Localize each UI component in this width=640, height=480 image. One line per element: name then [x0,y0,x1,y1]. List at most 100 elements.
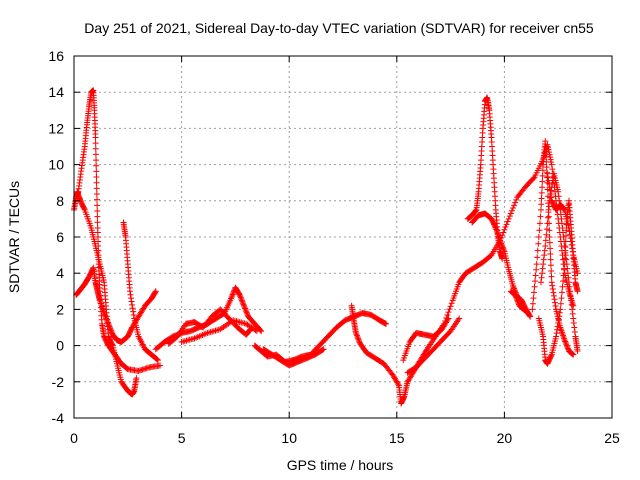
data-point [93,174,100,181]
data-point [557,300,564,307]
data-point [93,179,100,186]
data-point [547,191,554,198]
data-point [500,245,507,252]
data-point [568,301,575,308]
data-point [447,303,454,310]
data-point [539,270,546,277]
data-point [128,295,135,302]
data-point [510,282,517,289]
data-point [530,295,537,302]
data-point [548,352,555,359]
data-point [550,289,557,296]
data-point [92,145,99,152]
data-point [512,291,519,298]
data-point [498,241,505,248]
data-point [514,298,521,305]
data-point [157,362,164,369]
data-point [446,306,453,313]
data-point [538,189,545,196]
data-point [530,289,537,296]
data-point [539,265,546,272]
y-tick-label: 2 [56,301,64,317]
data-point [395,381,402,388]
data-point [562,338,569,345]
data-point [546,203,553,210]
data-point [108,329,115,336]
data-point [546,234,553,240]
data-point [541,247,548,254]
data-point [543,169,550,176]
data-point [563,341,570,348]
data-point [514,297,521,304]
data-point [569,248,576,255]
data-point [93,157,100,164]
data-point [530,175,537,182]
data-point [500,229,507,236]
data-point [560,205,567,212]
data-point [567,231,574,238]
data-point [559,224,566,231]
data-point [558,215,565,222]
data-point [560,234,567,240]
data-point [93,196,100,203]
data-point [571,329,578,336]
data-point [535,234,542,240]
data-series-arc-2 [73,264,159,345]
data-point [570,315,577,322]
data-point [549,286,556,293]
data-point [445,309,452,316]
data-point [546,239,553,246]
data-point [501,226,508,233]
data-point [559,283,566,290]
data-point [561,243,568,250]
data-point [542,143,549,150]
data-series-arc-3 [74,188,140,398]
data-point [499,243,506,250]
data-point [563,342,570,349]
data-point [531,283,538,290]
data-point [555,188,562,195]
data-point [527,313,534,320]
data-point [551,296,558,303]
data-point [563,261,570,268]
data-point [130,308,137,315]
x-tick-label: 20 [497,430,513,446]
data-point [448,300,455,307]
data-point [126,288,133,295]
x-tick-label: 5 [178,430,186,446]
data-point [109,341,116,348]
data-point [507,210,514,217]
grid-layer [74,56,612,418]
data-point [237,294,244,301]
data-point [355,335,362,342]
data-point [499,232,506,239]
data-point [538,195,545,202]
data-point [553,330,560,337]
data-point [569,310,576,317]
data-point [541,252,548,259]
data-point [242,306,249,313]
data-point [533,266,540,273]
data-point [543,226,550,233]
data-point [513,294,520,301]
y-tick-label: -4 [52,410,65,426]
data-point [94,213,101,220]
data-point [570,319,577,326]
y-tick-label: 0 [56,338,64,354]
data-point [533,261,540,268]
data-point [239,300,246,307]
data-point [356,338,363,345]
data-point [547,262,554,269]
data-point [547,194,554,201]
data-point [92,140,99,147]
data-point [543,164,550,171]
data-point [556,309,563,316]
data-point [320,346,327,353]
data-point [492,223,499,230]
data-point [549,166,556,173]
data-point [545,209,552,216]
data-point [238,297,245,304]
data-point [92,151,99,158]
data-point [557,306,564,313]
data-point [129,305,136,312]
